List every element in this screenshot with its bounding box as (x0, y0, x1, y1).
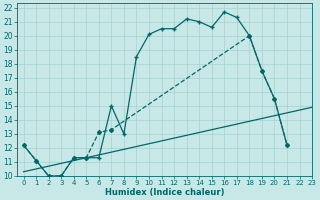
X-axis label: Humidex (Indice chaleur): Humidex (Indice chaleur) (105, 188, 224, 197)
